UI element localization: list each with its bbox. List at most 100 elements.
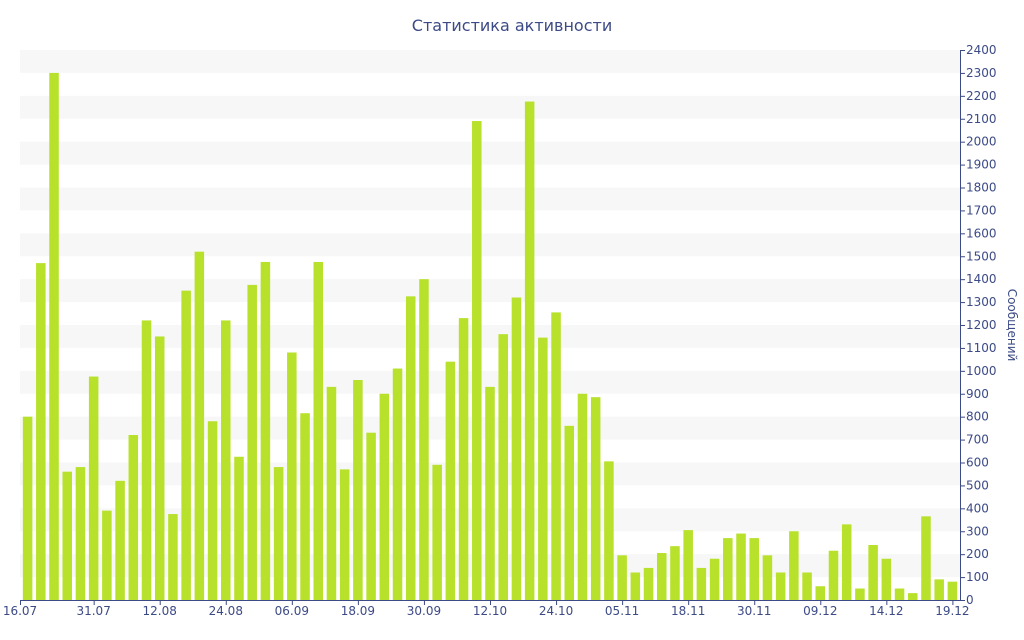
- y-tick-label: 800: [966, 410, 989, 424]
- bar: [723, 538, 733, 601]
- bar: [894, 588, 905, 600]
- bar: [736, 533, 746, 600]
- bar: [670, 546, 680, 600]
- y-tick-label: 1600: [966, 226, 997, 240]
- bar: [36, 263, 46, 601]
- bar: [419, 279, 429, 600]
- y-tick-label: 1000: [966, 364, 997, 378]
- bar: [656, 553, 667, 600]
- bar: [405, 296, 416, 600]
- grid-band: [20, 187, 960, 211]
- bar: [828, 550, 839, 600]
- bar: [287, 352, 297, 600]
- bar: [511, 297, 522, 600]
- bar: [313, 261, 324, 600]
- y-tick-label: 1700: [966, 203, 997, 217]
- x-tick-label: 05.11: [605, 604, 639, 618]
- bar: [775, 572, 786, 600]
- bar: [604, 461, 614, 600]
- bar: [458, 318, 469, 601]
- y-axis-label: Сообщений: [1005, 289, 1019, 362]
- y-tick-label: 2000: [966, 135, 997, 149]
- bar: [709, 558, 720, 600]
- bar: [841, 524, 852, 601]
- bar: [141, 320, 152, 600]
- bar: [379, 393, 390, 600]
- y-tick-label: 2400: [966, 43, 997, 57]
- y-tick-label: 400: [966, 501, 989, 515]
- bar: [683, 530, 693, 600]
- x-tick-label: 18.11: [671, 604, 705, 618]
- x-tick-label: 18.09: [341, 604, 375, 618]
- bar: [564, 425, 575, 600]
- bar: [366, 432, 376, 600]
- bar: [168, 514, 178, 600]
- bar: [485, 386, 495, 601]
- y-tick-label: 1900: [966, 158, 997, 172]
- bar: [49, 72, 59, 601]
- y-tick-label: 500: [966, 478, 989, 492]
- y-tick-label: 300: [966, 524, 989, 538]
- bar: [815, 586, 826, 600]
- bar: [696, 567, 707, 600]
- bar: [947, 581, 958, 600]
- grid-band: [20, 50, 960, 73]
- y-tick-label: 700: [966, 433, 989, 447]
- x-tick-label: 24.08: [209, 604, 243, 618]
- bar: [392, 368, 403, 600]
- bar: [881, 558, 892, 600]
- x-tick-label: 12.10: [473, 604, 507, 618]
- bar: [75, 467, 86, 600]
- bar: [617, 555, 627, 600]
- bar: [339, 469, 350, 601]
- y-tick-label: 2100: [966, 112, 997, 126]
- bar: [115, 480, 125, 600]
- x-tick-label: 31.07: [76, 604, 110, 618]
- bar: [88, 376, 99, 600]
- bar: [234, 456, 244, 600]
- y-tick-label: 200: [966, 547, 989, 561]
- bar: [128, 435, 139, 600]
- grid-band: [20, 279, 960, 303]
- bar: [247, 284, 257, 600]
- bar: [260, 261, 271, 600]
- y-tick-label: 1200: [966, 318, 997, 332]
- bar: [154, 336, 165, 600]
- y-tick-label: 1800: [966, 181, 997, 195]
- bar: [630, 572, 641, 600]
- bar: [181, 290, 191, 601]
- y-tick-label: 600: [966, 456, 989, 470]
- bar: [643, 567, 654, 600]
- bar: [326, 386, 337, 601]
- bar: [538, 337, 548, 600]
- grid-band: [20, 233, 960, 257]
- y-tick-label: 1500: [966, 249, 997, 263]
- bar: [908, 593, 918, 601]
- y-tick-label: 0: [966, 593, 974, 607]
- bar: [62, 471, 72, 600]
- y-tick-label: 1300: [966, 295, 997, 309]
- y-tick-label: 1100: [966, 341, 997, 355]
- x-tick-label: 19.12: [935, 604, 969, 618]
- x-tick-label: 30.11: [737, 604, 771, 618]
- grid-band: [20, 95, 960, 119]
- bar: [353, 380, 363, 600]
- x-axis: 16.07 31.07 12.08 24.08 06.09 18.09 30.09 12.10…: [3, 600, 970, 618]
- x-tick-label: 12.08: [143, 604, 177, 618]
- bar: [934, 579, 944, 601]
- bar: [194, 251, 205, 601]
- bar: [762, 555, 773, 600]
- bar: [590, 397, 601, 600]
- y-tick-label: 2200: [966, 89, 997, 103]
- y-tick-label: 100: [966, 570, 989, 584]
- bar: [273, 467, 284, 600]
- y-axis: 0 100 200 300 400 500 600 700 800 900 1000 1100 1200…: [960, 43, 997, 607]
- bar: [22, 416, 33, 600]
- grid-band: [20, 141, 960, 165]
- bar: [551, 312, 561, 600]
- bar: [102, 510, 112, 601]
- bar: [445, 361, 456, 600]
- bar: [300, 413, 310, 600]
